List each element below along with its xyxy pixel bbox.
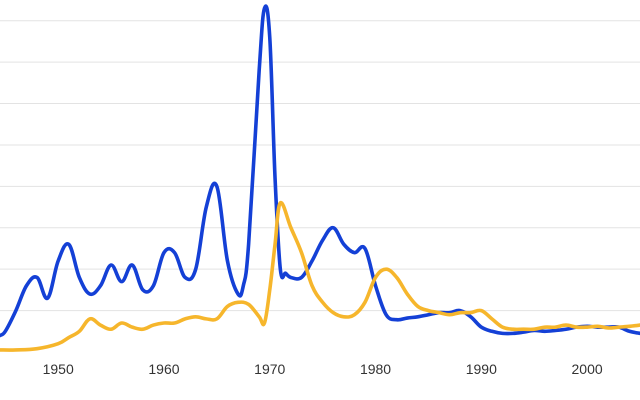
series-line-blue xyxy=(0,4,640,338)
series-layer xyxy=(0,4,640,352)
gridlines xyxy=(0,20,640,312)
x-tick-label: 1950 xyxy=(43,361,74,377)
x-tick-label: 1990 xyxy=(466,361,497,377)
x-tick-label: 1960 xyxy=(148,361,179,377)
series-line-gold xyxy=(0,200,640,352)
x-axis: 1950 1960 1970 1980 1990 2000 xyxy=(43,361,603,377)
x-tick-label: 1970 xyxy=(254,361,285,377)
x-tick-label: 1980 xyxy=(360,361,391,377)
x-tick-label: 2000 xyxy=(572,361,603,377)
